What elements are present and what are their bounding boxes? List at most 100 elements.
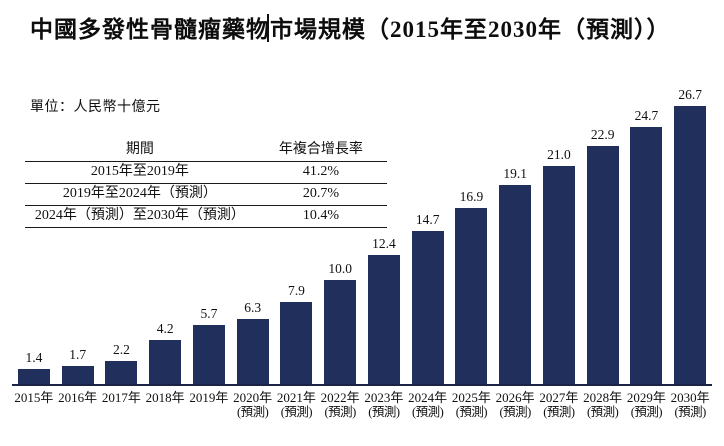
period-cell: 2019年至2024年（預測） [62,186,217,201]
x-axis-year: 2026年 [495,390,535,405]
bar [17,369,50,384]
x-axis-label: 2015年 [12,390,56,420]
x-axis-label: 2028年 (預測) [581,390,625,420]
x-axis-year: 2018年 [145,390,185,405]
bar [280,301,313,384]
bar [367,255,400,384]
x-axis-forecast-note: (預測) [324,405,356,419]
period-cell: 2015年至2019年 [90,164,189,179]
cagr-table: 期間 年複合增長率 2015年至2019年 41.2% 2019年至2024年（… [25,140,387,228]
x-axis-forecast-note: (預測) [455,405,488,419]
bars-area: 1.4 1.7 2.2 4.2 5.7 6.3 7.9 10.0 12.4 14.7 16.9 19.… [12,0,712,384]
x-axis-year: 2027年 [539,390,579,405]
cagr-cell: 20.7% [302,186,339,201]
x-axis-forecast-note: (預測) [630,405,663,419]
bar-slot: 26.7 [668,87,712,384]
bar [149,340,182,384]
bar-value-label: 12.4 [372,236,396,251]
period-cell: 2024年（預測）至2030年（預測） [34,208,245,223]
unit-label: 單位：人民幣十億元 [30,100,161,115]
x-axis-label: 2017年 [100,390,144,420]
x-axis-forecast-note: (預測) [586,405,619,419]
x-axis-label: 2025年 (預測) [450,390,494,420]
x-axis-line [12,384,712,386]
bar-slot: 10.0 [318,261,362,384]
bar-value-label: 6.3 [244,299,262,315]
bar [192,324,225,384]
x-axis-label: 2019年 [187,390,231,420]
bar-value-label: 16.9 [459,189,484,205]
x-axis-year: 2030年 [670,390,710,405]
bar-value-label: 1.4 [25,350,43,366]
bar-value-label: 4.2 [156,321,174,337]
x-axis-forecast-note: (預測) [674,405,706,419]
x-axis-year: 2023年 [364,390,404,405]
bar-value-label: 22.9 [590,126,615,142]
x-axis-label: 2030年 (預測) [668,390,712,420]
x-axis-forecast-note: (預測) [368,405,400,419]
x-axis-year: 2028年 [583,390,623,405]
x-axis-forecast-note: (預測) [543,405,575,419]
x-axis-forecast-note: (預測) [499,405,531,419]
bar [236,318,269,384]
bar [324,280,357,384]
table-header-cagr: 年複合增長率 [278,142,363,157]
x-axis-label: 2029年 (預測) [625,390,669,420]
bar-slot: 19.1 [493,166,537,384]
x-axis-labels: 2015年 2016年 2017年 2018年 2019年 2020年 (預測) 2021年(… [12,390,712,420]
x-axis-forecast-note: (預測) [411,405,444,419]
x-axis-year: 2029年 [626,390,666,405]
x-axis-label: 2020年 (預測) [231,390,275,420]
x-axis-year: 2019年 [189,390,229,405]
table-header-period: 期間 [125,142,154,157]
table-row: 2019年至2024年（預測） 20.7% [25,184,387,206]
x-axis-forecast-note: (預測) [236,405,269,419]
x-axis-year: 2024年 [408,390,448,405]
page-title: 中國多發性骨髓瘤藥物市場規模（2015年至2030年（預測）） [30,17,671,42]
x-axis-year: 2022年 [320,390,360,405]
bar-slot: 14.7 [406,212,450,384]
table-row: 2015年至2019年 41.2% [25,162,387,184]
bar-slot: 21.0 [537,147,581,384]
bar-slot: 2.2 [100,342,144,384]
x-axis-label: 2018年 [143,390,187,420]
bar-slot: 5.7 [187,306,231,384]
bar-value-label: 5.7 [200,305,218,321]
bar-slot: 4.2 [143,321,187,384]
bar-slot: 24.7 [625,108,669,384]
bar-value-label: 1.7 [69,347,87,363]
x-axis-label: 2027年 (預測) [537,390,581,420]
cagr-cell: 10.4% [302,208,339,223]
cagr-table-header-row: 期間 年複合增長率 [25,140,387,162]
x-axis-year: 2017年 [101,390,141,405]
bar [105,361,138,384]
bar-slot: 12.4 [362,236,406,384]
x-axis-year: 2025年 [451,390,491,405]
bar-slot: 6.3 [231,299,275,384]
x-axis-label: 2021年 (預測) [275,390,319,420]
x-axis-forecast-note: (預測) [280,405,313,419]
bar-value-label: 14.7 [415,212,440,228]
x-axis-year: 2016年 [58,390,98,405]
x-axis-label: 2016年 [56,390,100,420]
bar-value-label: 21.0 [547,146,571,162]
bar [411,231,444,384]
table-row: 2024年（預測）至2030年（預測） 10.4% [25,206,387,228]
bar-slot: 16.9 [450,189,494,384]
x-axis-label: 2022年 (預測) [318,390,362,420]
bar-slot: 7.9 [275,283,319,384]
bar-value-label: 2.2 [112,342,130,358]
x-axis-year: 2021年 [276,390,316,405]
bar-value-label: 7.9 [287,282,305,298]
x-axis-label: 2024年 (預測) [406,390,450,420]
bar-slot: 1.7 [56,347,100,384]
bar [630,127,663,384]
x-axis-year: 2020年 [233,390,273,405]
bar [61,366,94,384]
bar-slot: 1.4 [12,350,56,384]
bar [455,208,488,384]
x-axis-label: 2023年 (預測) [362,390,406,420]
bar-slot: 22.9 [581,127,625,384]
cagr-cell: 41.2% [302,164,339,179]
